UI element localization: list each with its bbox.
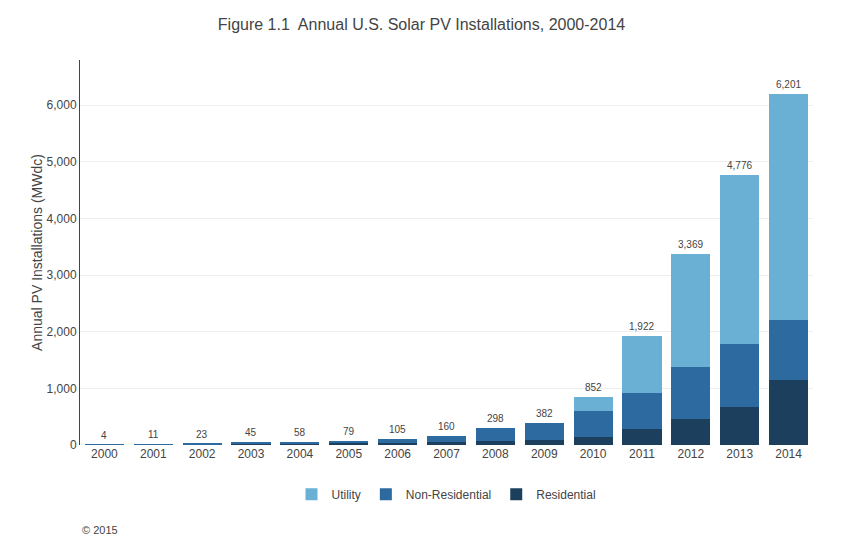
svg-text:3,369: 3,369: [678, 239, 703, 250]
svg-text:2011: 2011: [629, 447, 655, 461]
svg-text:2000: 2000: [91, 447, 118, 461]
svg-text:4,776: 4,776: [727, 160, 752, 171]
svg-text:2009: 2009: [531, 447, 558, 461]
svg-text:Residential: Residential: [536, 488, 595, 502]
svg-text:1,000: 1,000: [47, 382, 77, 396]
svg-text:23: 23: [196, 429, 208, 440]
svg-text:2001: 2001: [140, 447, 167, 461]
svg-text:4: 4: [101, 430, 107, 441]
svg-text:Non-Residential: Non-Residential: [406, 488, 491, 502]
svg-text:Figure 1.1 Annual U.S. Solar: Figure 1.1 Annual U.S. Solar PV Installa…: [218, 16, 625, 33]
svg-text:58: 58: [294, 427, 306, 438]
svg-text:1,922: 1,922: [629, 321, 654, 332]
svg-text:2008: 2008: [482, 447, 509, 461]
svg-text:Utility: Utility: [332, 488, 361, 502]
svg-text:2004: 2004: [287, 447, 314, 461]
svg-text:2012: 2012: [677, 447, 704, 461]
svg-text:4,000: 4,000: [47, 212, 77, 226]
svg-text:2,000: 2,000: [47, 325, 77, 339]
svg-text:0: 0: [70, 438, 77, 452]
svg-text:5,000: 5,000: [47, 155, 77, 169]
svg-text:2010: 2010: [580, 447, 607, 461]
svg-text:160: 160: [438, 421, 455, 432]
svg-text:2014: 2014: [775, 447, 802, 461]
svg-text:11: 11: [148, 429, 159, 440]
svg-text:79: 79: [343, 426, 355, 437]
svg-text:105: 105: [389, 424, 406, 435]
svg-text:2003: 2003: [238, 447, 265, 461]
svg-text:2013: 2013: [726, 447, 753, 461]
svg-text:6,000: 6,000: [47, 98, 77, 112]
svg-text:2006: 2006: [384, 447, 411, 461]
svg-text:6,201: 6,201: [776, 79, 801, 90]
svg-text:45: 45: [245, 427, 257, 438]
svg-text:2002: 2002: [189, 447, 216, 461]
svg-text:2007: 2007: [433, 447, 460, 461]
svg-text:382: 382: [536, 408, 553, 419]
svg-text:298: 298: [487, 413, 504, 424]
svg-text:2005: 2005: [335, 447, 362, 461]
svg-text:852: 852: [585, 382, 602, 393]
svg-text:© 2015: © 2015: [82, 524, 118, 536]
svg-text:3,000: 3,000: [47, 268, 77, 282]
svg-text:Annual PV Installations (MWdc): Annual PV Installations (MWdc): [29, 154, 45, 351]
